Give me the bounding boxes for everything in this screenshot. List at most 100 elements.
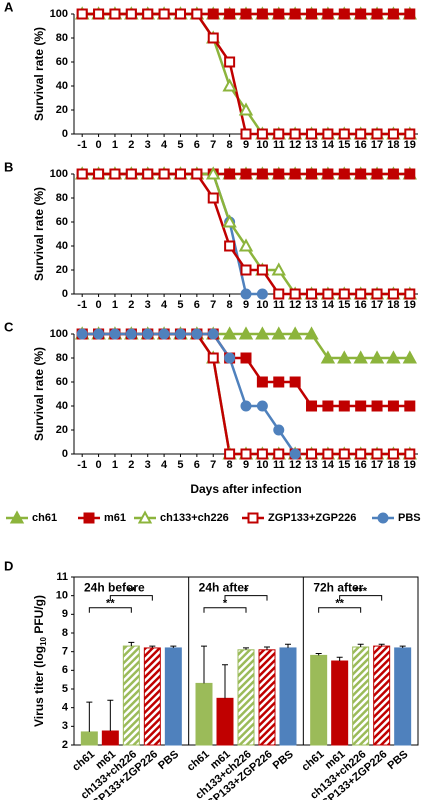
legend-label: ch133+ch226 (160, 512, 229, 524)
significance-bracket (203, 607, 247, 613)
x-tick-label: 11 (273, 299, 285, 311)
y-tick-label: 5 (62, 683, 68, 695)
group-label: 72h after (313, 580, 363, 594)
point (404, 128, 416, 140)
bar (352, 646, 370, 746)
x-tick-label: 18 (387, 139, 399, 151)
point (142, 168, 154, 180)
x-tick-label: 3 (145, 139, 151, 151)
x-tick-label: 1 (112, 459, 118, 471)
error-bar (336, 656, 343, 661)
point (109, 168, 121, 180)
x-tick-label: 15 (338, 459, 350, 471)
legend-label: PBS (398, 512, 421, 524)
point (256, 128, 268, 140)
x-tick-label: 5 (177, 139, 183, 151)
point (404, 448, 416, 460)
bar (331, 660, 349, 746)
legend-marker (377, 512, 389, 524)
point (306, 168, 318, 180)
point (306, 288, 318, 300)
point (240, 288, 252, 300)
x-axis-label: Days after infection (190, 482, 301, 496)
point (371, 128, 383, 140)
point (387, 8, 399, 20)
point (240, 128, 252, 140)
panel-label: B (4, 159, 13, 174)
point (224, 448, 236, 460)
y-tick-label: 20 (56, 104, 68, 116)
point (256, 376, 268, 388)
y-tick-label: 60 (56, 216, 68, 228)
x-tick-label: 0 (96, 139, 102, 151)
x-tick-label: 8 (227, 299, 233, 311)
point (338, 448, 350, 460)
point (320, 350, 336, 364)
x-tick-label: 10 (256, 139, 268, 151)
point (337, 350, 352, 364)
bar (164, 647, 182, 746)
x-tick-label: 18 (387, 299, 399, 311)
significance-label: ** (106, 598, 115, 610)
point (338, 8, 350, 20)
legend-marker (137, 510, 153, 524)
legend-label: ch61 (32, 512, 57, 524)
bar (122, 645, 140, 746)
point (273, 424, 285, 436)
significance-bracket (318, 607, 362, 613)
point (224, 352, 236, 364)
point (387, 400, 399, 412)
y-tick-label: 0 (62, 288, 68, 300)
error-bar (357, 643, 364, 647)
x-tick-label: 17 (371, 139, 383, 151)
point (207, 352, 219, 364)
x-tick-label: ch61 (185, 748, 212, 773)
significance-bracket (339, 595, 383, 601)
x-tick-label: 7 (210, 299, 216, 311)
point (240, 400, 252, 412)
x-tick-label: -1 (77, 299, 87, 311)
significance-label: ** (335, 598, 344, 610)
point (142, 328, 154, 340)
bar (258, 649, 276, 746)
point (289, 8, 301, 20)
y-tick-label: 40 (56, 400, 68, 412)
point (224, 168, 236, 180)
y-tick-label: 40 (56, 80, 68, 92)
point (289, 288, 301, 300)
x-tick-label: 4 (161, 139, 168, 151)
point (287, 326, 303, 340)
x-tick-label: 9 (243, 459, 249, 471)
point (369, 350, 385, 364)
point (273, 168, 285, 180)
point (371, 400, 383, 412)
series-line (82, 12, 410, 136)
x-tick-label: PBS (385, 748, 410, 772)
error-bar (170, 645, 177, 648)
point (222, 78, 237, 92)
legend-marker (247, 512, 259, 524)
y-axis-label-part: Virus titer (log (32, 646, 46, 727)
x-tick-label: 2 (128, 299, 134, 311)
point (322, 288, 334, 300)
x-tick-label: 5 (177, 299, 183, 311)
point (76, 168, 88, 180)
x-tick-label: PBS (271, 748, 296, 772)
point (387, 448, 399, 460)
point (289, 168, 301, 180)
x-tick-label: 17 (371, 299, 383, 311)
error-bar (128, 641, 135, 647)
x-tick-label: 3 (145, 299, 151, 311)
x-tick-label: 1 (112, 299, 118, 311)
point (224, 8, 236, 20)
point (256, 168, 268, 180)
bar (394, 647, 412, 746)
group-label: 24h after (199, 580, 249, 594)
series-line (82, 332, 297, 455)
point (238, 326, 254, 340)
error-bar (264, 646, 270, 650)
x-tick-label: 13 (305, 299, 317, 311)
significance-label: * (223, 598, 228, 610)
error-bar (285, 643, 291, 648)
point (306, 8, 318, 20)
